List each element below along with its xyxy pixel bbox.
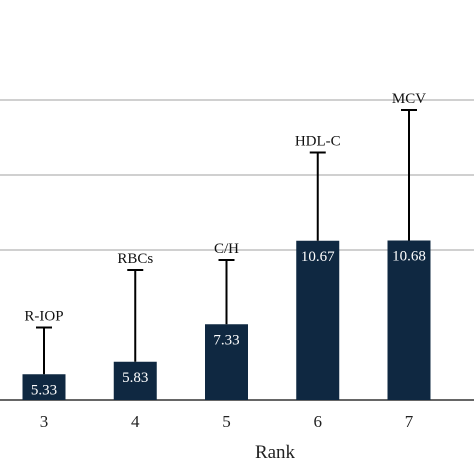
x-axis-title: Rank xyxy=(255,442,296,463)
bar-name-label: R-IOP xyxy=(24,309,63,325)
value-label: 10.68 xyxy=(392,249,426,265)
x-tick-label: 7 xyxy=(405,412,414,431)
bar-name-label: HDL-C xyxy=(295,134,341,150)
bar-group-4: 5.83 RBCs xyxy=(113,251,157,400)
value-label: 10.67 xyxy=(301,249,335,265)
bar-group-7: 10.68 MCV xyxy=(387,91,431,400)
value-label: 5.33 xyxy=(31,382,57,398)
x-tick-label: 5 xyxy=(222,412,231,431)
bars: 5.33 R-IOP 5.83 RBCs 7.33 C/H 10.67 HDL-C 10.68 M… xyxy=(22,91,431,400)
bar-name-label: RBCs xyxy=(117,251,153,267)
bar-group-3: 5.33 R-IOP xyxy=(22,309,66,400)
bar xyxy=(205,324,248,400)
bar xyxy=(113,361,157,400)
bar-group-6: 10.67 HDL-C xyxy=(295,134,341,400)
x-tick-labels: 3 4 5 6 7 xyxy=(40,412,414,431)
value-label: 5.83 xyxy=(122,370,148,386)
bar-name-label: MCV xyxy=(392,91,426,107)
x-tick-label: 4 xyxy=(131,412,140,431)
bar-name-label: C/H xyxy=(214,241,239,257)
bar-group-5: 7.33 C/H xyxy=(205,241,248,400)
bar xyxy=(387,240,431,400)
x-tick-label: 6 xyxy=(314,412,323,431)
value-label: 7.33 xyxy=(213,332,239,348)
x-tick-label: 3 xyxy=(40,412,49,431)
bar xyxy=(296,240,340,400)
bar xyxy=(22,374,66,400)
gridlines xyxy=(0,99,474,251)
